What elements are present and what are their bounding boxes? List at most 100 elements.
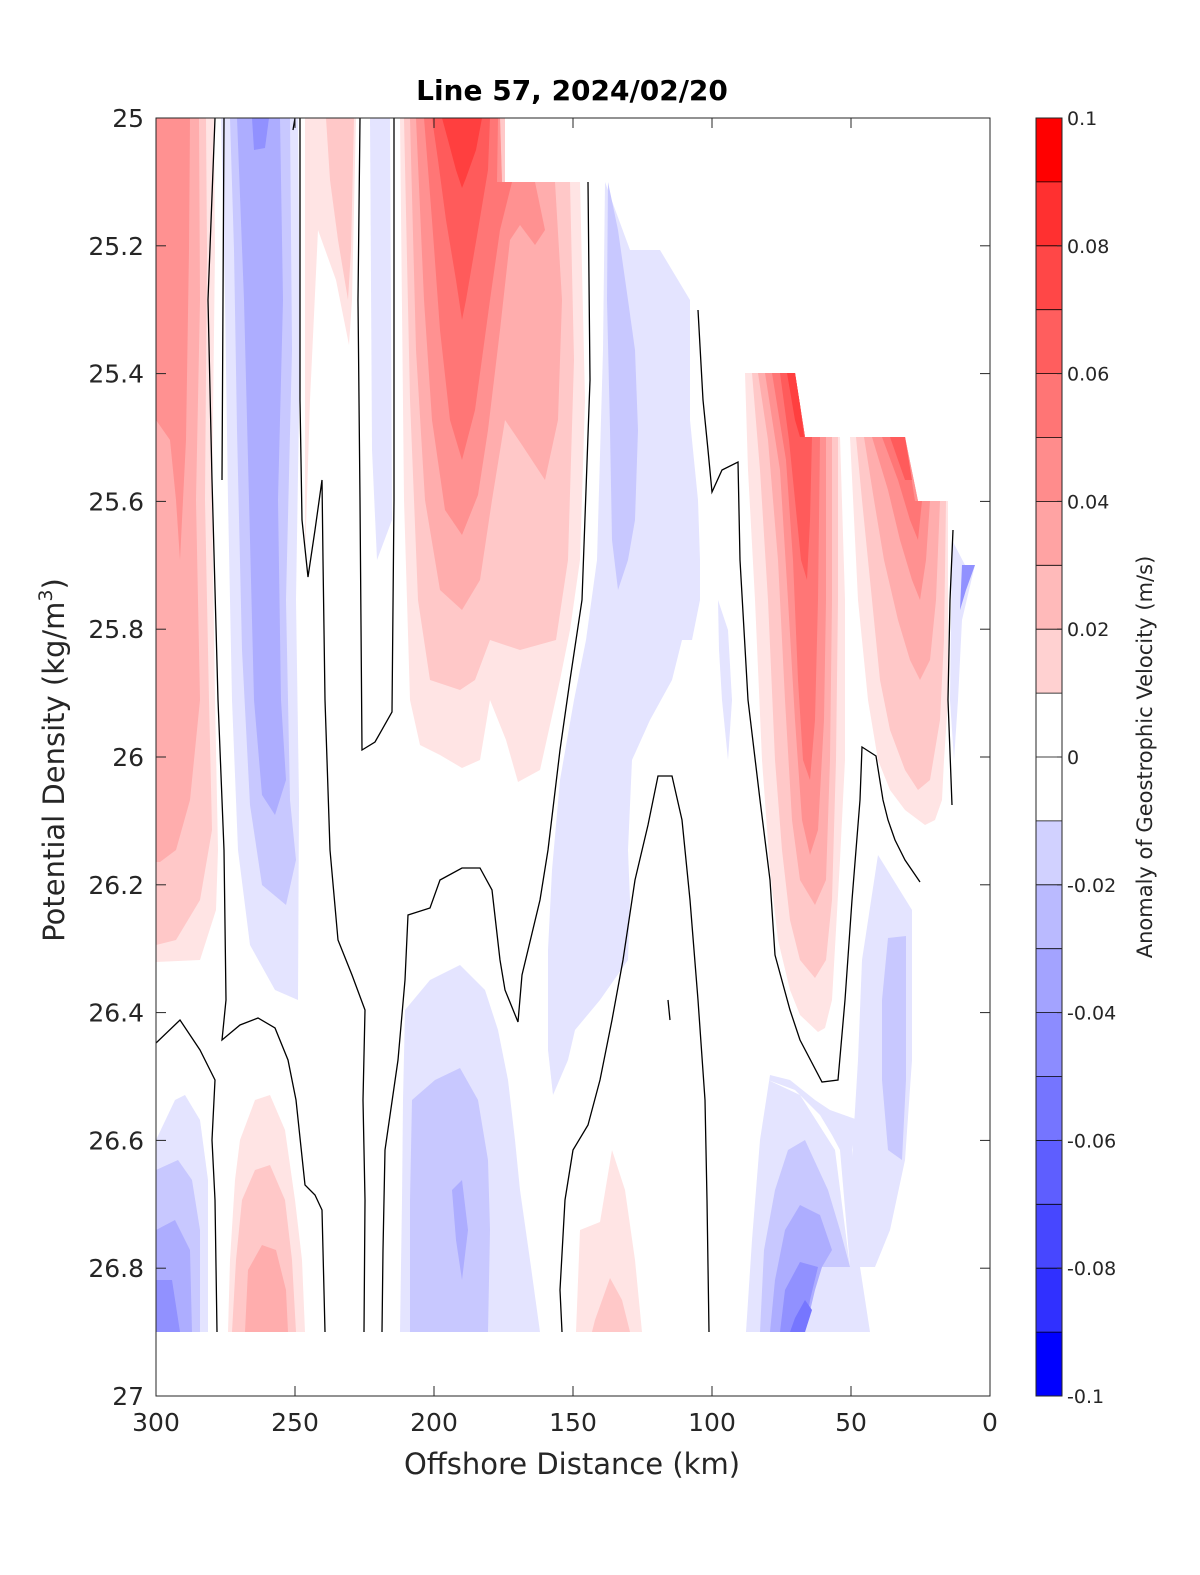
- colorbar-segment: [1036, 565, 1062, 630]
- colorbar-segment: [1036, 437, 1062, 502]
- y-axis-label: Potential Density (kg/m3): [35, 578, 71, 942]
- y-tick-label: 26: [112, 743, 144, 772]
- y-axis: 25 25.2 25.4 25.6 25.8 26 26.2 26.4 26.6 26.8 27: [88, 104, 990, 1411]
- colorbar: [1036, 118, 1062, 1397]
- zero-contour-line: [299, 118, 366, 1333]
- contour-band-b7-l4: [156, 1280, 180, 1332]
- contour-band-b4-l1: [718, 600, 732, 760]
- y-tick-label: 26.2: [88, 871, 144, 900]
- zero-contour-line: [221, 118, 225, 481]
- contour-band-b1-l4: [252, 118, 269, 150]
- zero-contour-line: [697, 309, 921, 1083]
- colorbar-tick-label: 0.06: [1067, 364, 1109, 386]
- contour-band-r3-l6: [432, 118, 490, 320]
- contour-band-b9-l5: [790, 1300, 812, 1332]
- contour-band-b5-l2: [960, 565, 975, 610]
- x-tick-label: 250: [271, 1408, 319, 1437]
- x-tick-label: 150: [549, 1408, 597, 1437]
- contour-band-r1-l4: [156, 118, 190, 560]
- contour-band-r2-l2: [326, 118, 354, 300]
- contour-band-r5-l6: [890, 437, 912, 480]
- x-tick-label: 50: [835, 1408, 867, 1437]
- x-tick-label: 300: [132, 1408, 180, 1437]
- x-tick-label: 0: [982, 1408, 998, 1437]
- contour-band-b8-l3: [452, 1180, 468, 1280]
- colorbar-segment: [1036, 693, 1062, 758]
- contour-band-r5-l4: [872, 437, 930, 600]
- contour-band-r8-l3: [245, 1245, 288, 1332]
- colorbar-segment: [1036, 373, 1062, 438]
- contour-band-r4-l6: [780, 373, 812, 580]
- contour-band-r4-l7: [787, 373, 804, 437]
- colorbar-segment: [1036, 757, 1062, 822]
- colorbar-tick-label: 0.04: [1067, 491, 1109, 513]
- zero-contour-line: [947, 529, 954, 806]
- colorbar-tick-label: -0.08: [1067, 1258, 1116, 1280]
- colorbar-tick-label: 0.1: [1067, 108, 1097, 130]
- zero-contour-line: [667, 999, 671, 1021]
- y-tick-label: 25.6: [88, 487, 144, 516]
- y-axis-label-superscript: 3: [35, 589, 57, 601]
- colorbar-segment: [1036, 884, 1062, 950]
- y-tick-label: 25.2: [88, 232, 144, 261]
- colorbar-label: Anomaly of Geostrophic Velocity (m/s): [1133, 556, 1157, 959]
- zero-contour-line: [357, 118, 395, 752]
- colorbar-segment: [1036, 1076, 1062, 1141]
- zero-contour-layer: [156, 118, 954, 1333]
- contour-band-r9-l1: [576, 1150, 642, 1332]
- colorbar-segment: [1036, 1012, 1062, 1077]
- contour-band-b9-l4: [780, 1262, 818, 1332]
- x-tick-label: 100: [688, 1408, 736, 1437]
- y-tick-label: 26.8: [88, 1254, 144, 1283]
- colorbar-tick-label: 0.08: [1067, 236, 1109, 258]
- contour-band-r5-l5: [882, 437, 922, 540]
- x-axis: 300 250 200 150 100 50 0: [132, 118, 998, 1437]
- zero-contour-line: [559, 775, 710, 1333]
- y-tick-label: 25.8: [88, 615, 144, 644]
- contour-band-r3-l7: [442, 118, 482, 188]
- colorbar-tick-label: -0.04: [1067, 1003, 1116, 1025]
- contour-band-b3-l2: [607, 182, 638, 590]
- colorbar-segment: [1036, 629, 1062, 694]
- colorbar-segment: [1036, 948, 1062, 1014]
- zero-contour-line: [381, 181, 591, 1333]
- contour-fill-layer: [156, 118, 975, 1332]
- colorbar-segment: [1036, 309, 1062, 375]
- colorbar-segment: [1036, 1140, 1062, 1205]
- y-tick-label: 27: [112, 1382, 144, 1411]
- y-axis-label-main: Potential Density (kg/m: [37, 602, 71, 942]
- colorbar-segment: [1036, 1204, 1062, 1269]
- colorbar-tick-label: -0.1: [1067, 1386, 1104, 1408]
- contour-band-b8-l2: [410, 1068, 490, 1332]
- contour-band-b2-l1: [370, 118, 392, 560]
- contour-band-r5-l3: [864, 437, 940, 680]
- colorbar-tick-label: -0.02: [1067, 875, 1116, 897]
- colorbar-segment: [1036, 820, 1062, 886]
- colorbar-tick-label: 0.02: [1067, 619, 1109, 641]
- contour-band-r9-l2: [592, 1278, 630, 1332]
- y-tick-label: 26.6: [88, 1126, 144, 1155]
- colorbar-tick-label: 0: [1067, 747, 1079, 769]
- y-tick-label: 25: [112, 104, 144, 133]
- colorbar-segment: [1036, 501, 1062, 566]
- contour-band-b1-l3: [237, 118, 286, 815]
- y-tick-label: 25.4: [88, 360, 144, 389]
- contour-band-b6-l2: [882, 936, 906, 1160]
- colorbar-segment: [1036, 1332, 1062, 1397]
- zero-contour-line: [207, 118, 326, 1333]
- y-axis-label-end: ): [37, 578, 71, 589]
- y-tick-label: 26.4: [88, 999, 144, 1028]
- contour-band-b3-l1: [548, 182, 700, 1095]
- colorbar-segment: [1036, 245, 1062, 311]
- x-tick-label: 200: [410, 1408, 458, 1437]
- colorbar-tick-label: -0.06: [1067, 1130, 1116, 1152]
- chart-title: Line 57, 2024/02/20: [416, 74, 728, 107]
- x-axis-label: Offshore Distance (km): [404, 1447, 740, 1481]
- colorbar-segment: [1036, 1268, 1062, 1333]
- colorbar-segment: [1036, 181, 1062, 247]
- colorbar-segment: [1036, 118, 1062, 183]
- zero-contour-line: [156, 1018, 218, 1333]
- contour-band-b5-l1: [950, 540, 975, 760]
- colorbar-ticks: 0.1 0.08 0.06 0.04 0.02 0 -0.02 -0.04 -0.06 -0.08…: [1057, 108, 1116, 1408]
